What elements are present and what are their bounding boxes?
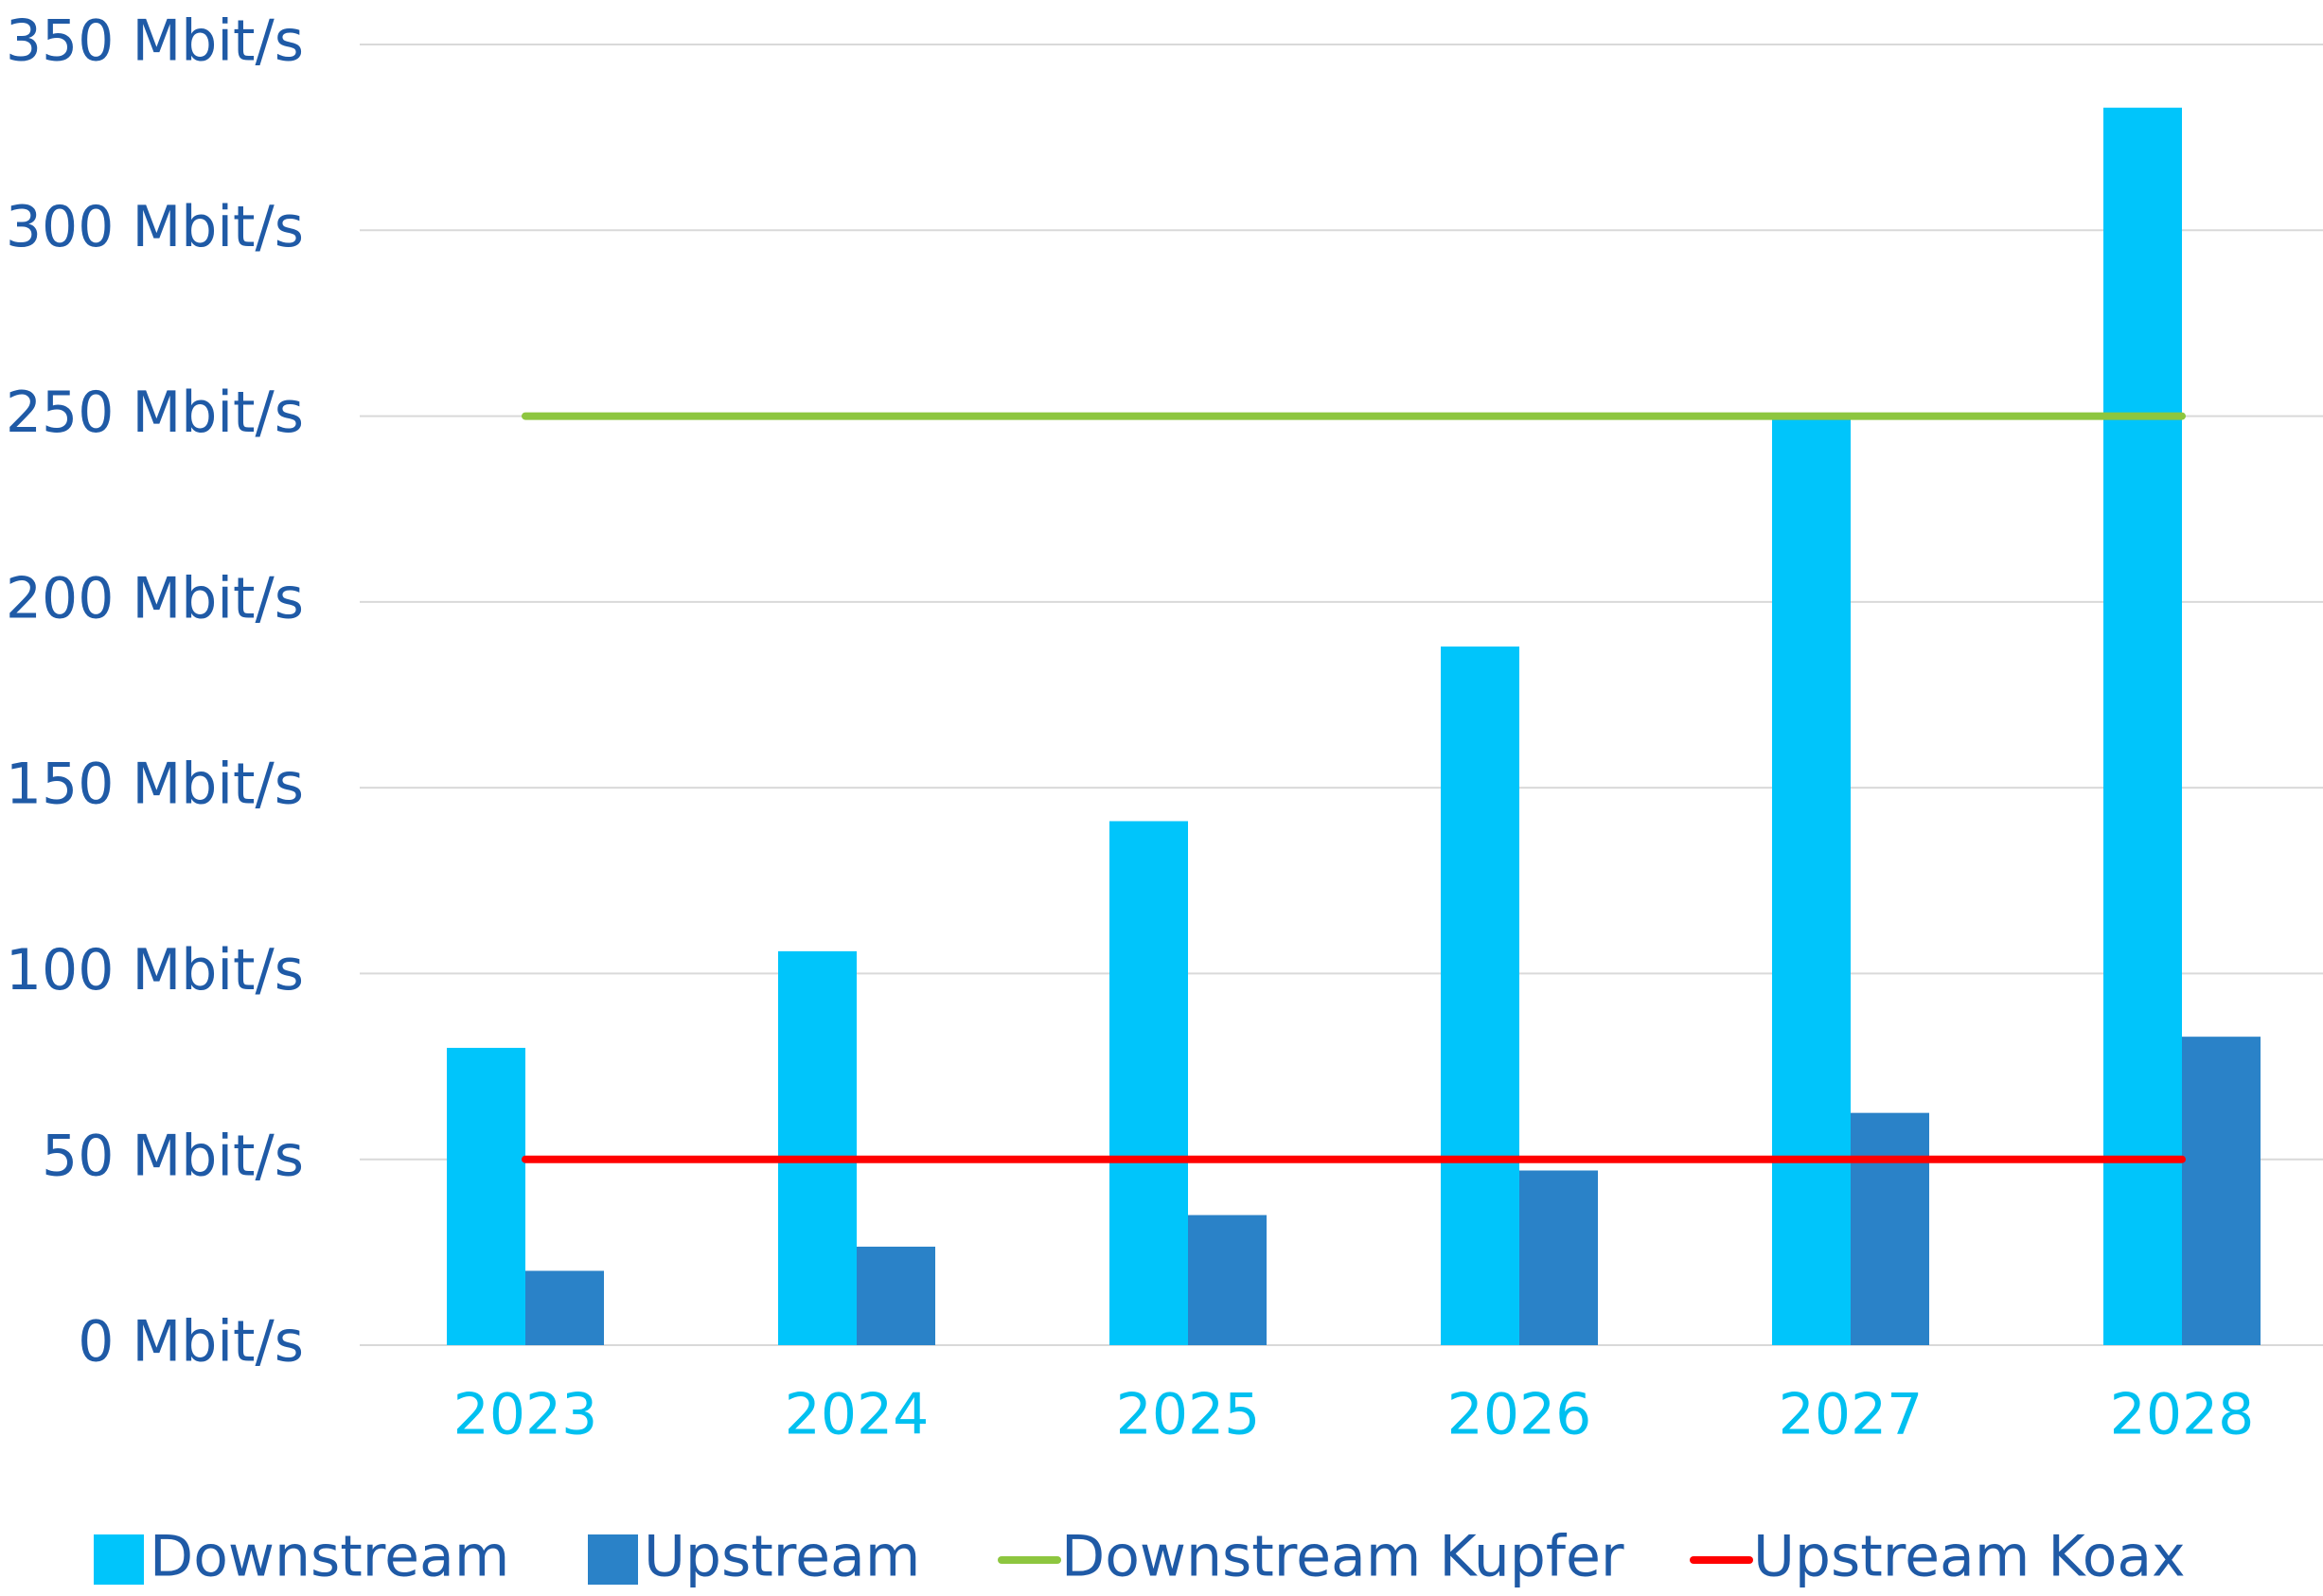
bar: [525, 1270, 604, 1345]
legend-swatch: [588, 1534, 638, 1585]
bar: [1772, 416, 1851, 1346]
bar: [1441, 646, 1519, 1345]
x-tick-label: 2026: [1447, 1382, 1592, 1448]
legend-label: Downstream: [150, 1524, 509, 1590]
x-tick-label: 2024: [785, 1382, 930, 1448]
y-tick-label: 0 Mbit/s: [78, 1309, 304, 1375]
bar: [1109, 821, 1188, 1345]
y-tick-label: 50 Mbit/s: [42, 1123, 304, 1189]
bar: [857, 1246, 935, 1345]
bar: [1188, 1215, 1267, 1345]
y-tick-label: 150 Mbit/s: [6, 752, 304, 818]
legend-label: Downstream Kupfer: [1061, 1524, 1624, 1590]
bar: [1851, 1112, 1929, 1345]
bar: [2103, 107, 2182, 1345]
y-tick-label: 250 Mbit/s: [6, 380, 304, 446]
y-tick-label: 300 Mbit/s: [6, 194, 304, 260]
bar: [778, 950, 857, 1345]
legend-swatch: [94, 1534, 144, 1585]
bar: [2182, 1037, 2261, 1345]
y-tick-label: 350 Mbit/s: [6, 9, 304, 75]
legend-label: Upstream Koax: [1753, 1524, 2186, 1590]
x-tick-label: 2028: [2110, 1382, 2255, 1448]
legend-label: Upstream: [644, 1524, 920, 1590]
x-tick-label: 2027: [1779, 1382, 1924, 1448]
bar: [1519, 1170, 1598, 1345]
x-tick-label: 2025: [1116, 1382, 1261, 1448]
bar: [447, 1047, 525, 1345]
x-tick-label: 2023: [453, 1382, 598, 1448]
y-tick-label: 200 Mbit/s: [6, 565, 304, 631]
y-tick-label: 100 Mbit/s: [6, 937, 304, 1003]
